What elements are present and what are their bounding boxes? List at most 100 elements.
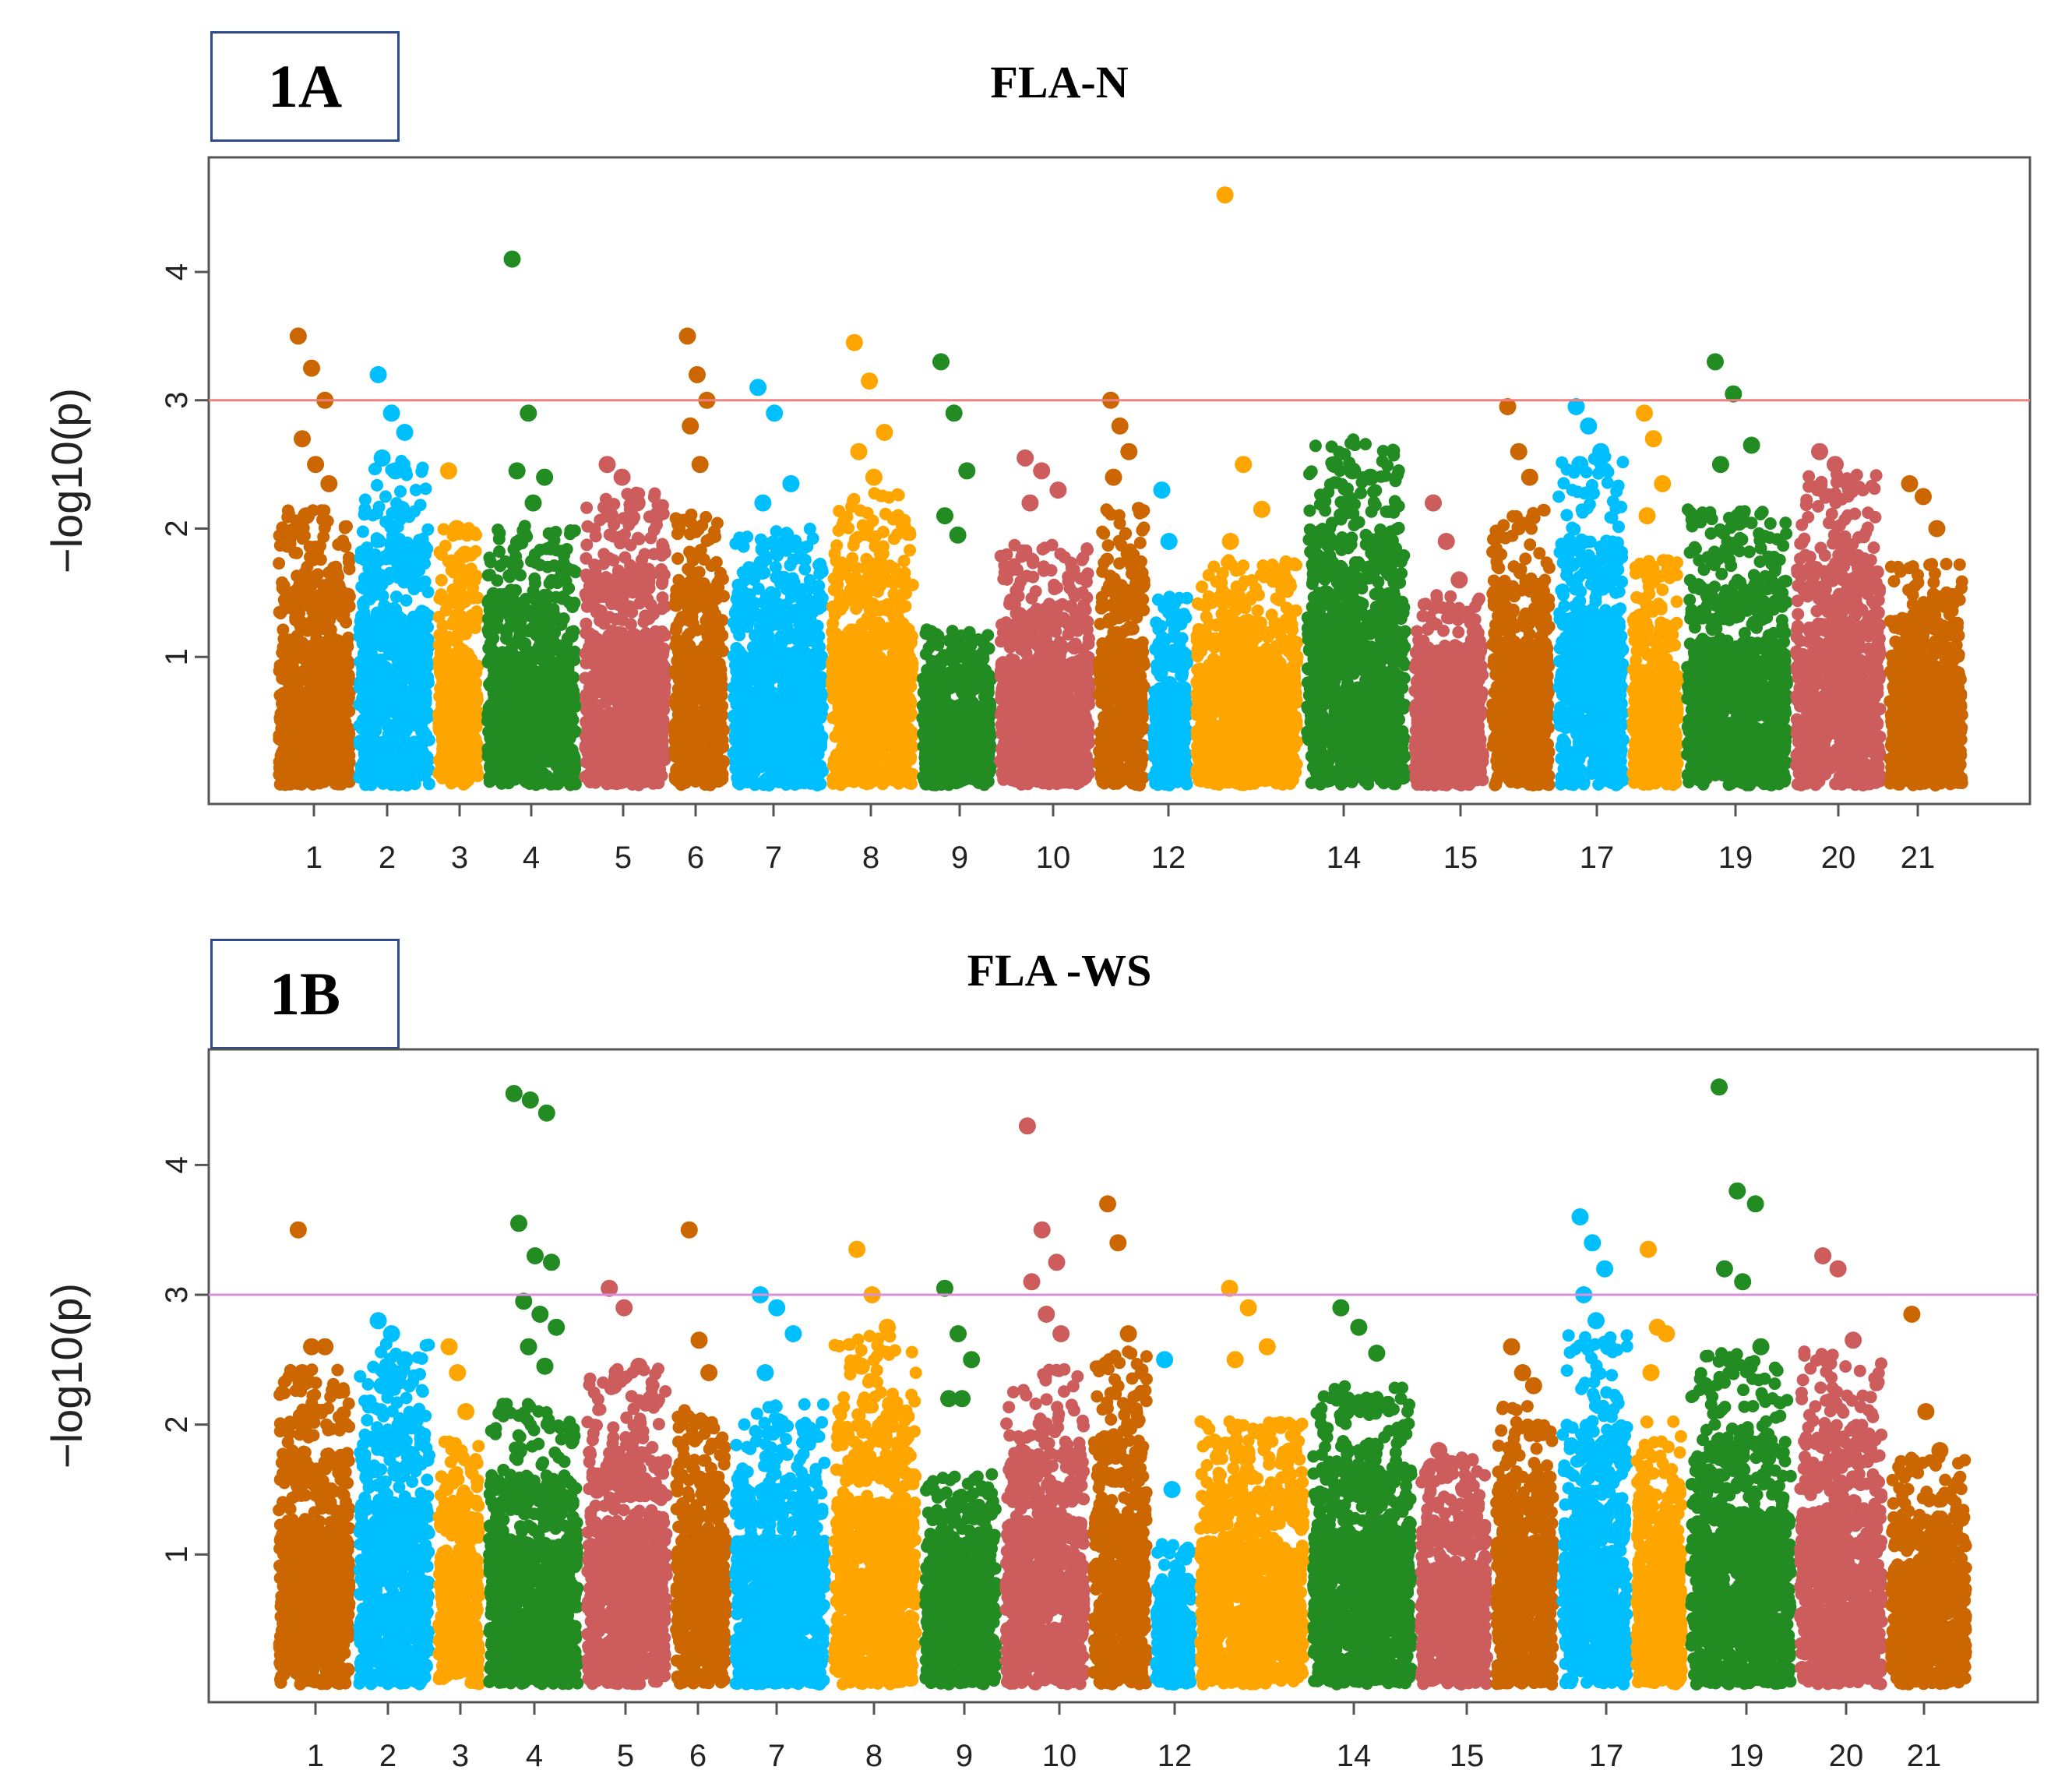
snp-point [469,609,482,622]
y-tick-label: 1 [160,648,194,665]
chromosome-2-points [353,365,435,792]
snp-point [418,660,431,673]
snp-point [280,721,293,734]
snp-point [291,569,304,583]
snp-point [618,689,632,703]
snp-point [588,559,601,571]
chromosome-4-points [481,250,582,792]
snp-point [313,664,326,677]
snp-point [545,573,558,587]
snp-point [493,588,506,601]
snp-point [580,501,594,514]
x-tick-label: 21 [1901,841,1936,875]
snp-point [717,740,730,753]
snp-point [672,594,685,608]
snp-point [470,528,482,541]
snp-point [587,658,600,671]
snp-point [379,636,392,650]
snp-point [647,548,661,561]
snp-point [636,713,649,726]
snp-point [370,610,383,622]
snp-point [371,478,383,492]
snp-point [542,650,555,663]
snp-point [444,694,457,707]
snp-point [371,684,383,697]
snp-point [392,610,405,622]
snp-point [752,582,765,595]
snp-point [354,552,367,565]
snp-point [482,627,495,640]
chromosome-1-points [273,327,356,792]
snp-point [339,715,352,728]
peak-snp-point [691,456,709,474]
snp-point [671,552,685,565]
snp-point [644,689,657,703]
snp-point [709,584,722,597]
snp-point [670,584,683,597]
snp-point [603,528,616,541]
snp-point [670,700,683,713]
snp-point [356,525,369,538]
snp-point [804,672,817,686]
snp-point [555,639,569,652]
snp-point [487,658,500,672]
snp-point [650,757,664,770]
x-tick-label: 7 [765,841,782,875]
snp-point [601,636,615,649]
snp-point [291,651,305,665]
snp-point [358,767,371,780]
snp-point [616,613,629,626]
snp-point [305,775,319,788]
snp-point [393,689,407,703]
snp-point [432,654,446,667]
peak-snp-point [396,424,414,441]
chromosome-7-points [727,379,829,792]
snp-point [685,591,698,605]
snp-point [794,545,807,558]
snp-point [409,624,422,637]
snp-point [680,766,693,779]
snp-point [631,730,643,743]
snp-point [412,749,425,762]
x-tick-label: 19 [1718,841,1753,875]
snp-point [315,690,327,703]
snp-point [484,555,497,569]
chromosome-6-points [668,327,730,792]
panel-label-b: 1B [210,939,400,1049]
chromosome-3-points [432,462,485,791]
snp-point [413,534,426,547]
snp-point [616,768,629,781]
x-tick-label: 2 [379,841,396,875]
snp-point [273,557,286,570]
snp-point [312,703,325,717]
snp-point [386,763,400,777]
snp-point [506,640,519,653]
snp-point [329,583,342,596]
snp-point [440,719,453,732]
snp-point [686,548,699,561]
snp-point [354,677,367,690]
snp-point [693,665,707,679]
snp-point [580,626,593,640]
snp-point [509,584,522,597]
snp-point [676,686,689,699]
snp-point [596,587,608,601]
snp-point [633,533,646,545]
snp-point [415,465,428,478]
snp-point [678,635,690,648]
snp-point [647,491,661,503]
snp-point [614,537,627,550]
x-tick-label: 14 [1327,841,1362,875]
snp-point [523,736,537,749]
peak-snp-point [678,327,696,345]
snp-point [684,606,697,619]
peak-snp-point [289,327,307,345]
snp-point [628,740,640,753]
snp-point [326,662,339,675]
peak-snp-point [382,404,400,422]
snp-point [597,501,610,514]
snp-point [714,668,727,681]
snp-point [708,775,721,788]
snp-point [607,577,620,591]
snp-point [555,618,568,631]
